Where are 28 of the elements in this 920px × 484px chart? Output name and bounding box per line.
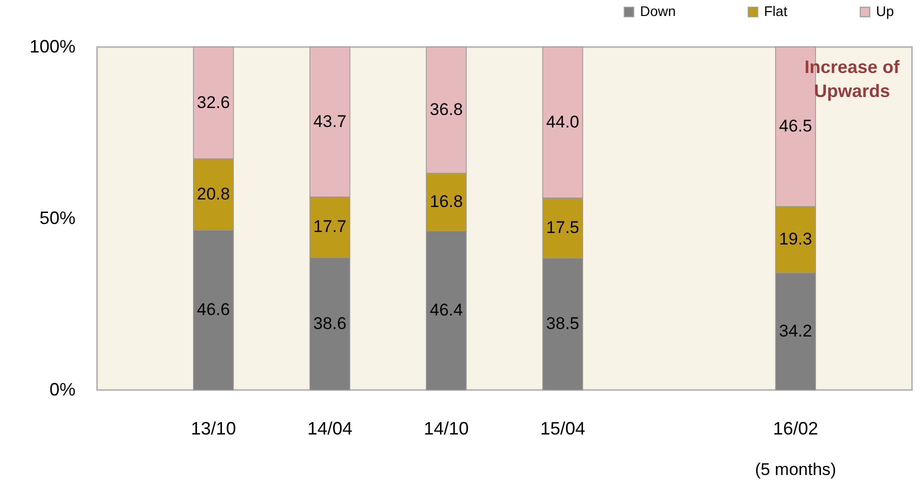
annotation: Increase of Upwards — [804, 57, 901, 101]
data-label: 38.6 — [313, 314, 346, 333]
x-tick-label: 16/02 — [773, 418, 818, 438]
legend-label: Down — [640, 3, 676, 19]
x-tick-label: 13/10 — [190, 418, 236, 438]
data-label: 46.4 — [430, 300, 463, 320]
data-label: 46.5 — [779, 116, 812, 136]
data-label: 20.8 — [196, 184, 230, 204]
data-label: 19.3 — [779, 230, 812, 249]
data-label: 36.8 — [430, 100, 463, 120]
x-tick-label: 14/04 — [307, 418, 352, 438]
legend-label: Up — [876, 3, 894, 19]
data-label: 44.0 — [546, 112, 580, 132]
data-label: 17.5 — [546, 218, 580, 237]
text: (5 months) — [754, 460, 836, 479]
y-tick-label: 100% — [29, 36, 76, 56]
data-label: 46.6 — [196, 300, 230, 320]
y-tick-label: 50% — [39, 208, 76, 228]
y-tick-label: 0% — [49, 380, 76, 400]
data-label: 17.7 — [313, 217, 346, 236]
data-label: 43.7 — [313, 112, 346, 131]
data-label: 38.5 — [546, 314, 580, 333]
x-tick-label: 15/04 — [540, 418, 586, 438]
data-label: 32.6 — [196, 92, 230, 112]
x-tick-label: 14/10 — [424, 418, 469, 438]
legend-label: Flat — [764, 3, 788, 19]
data-label: 34.2 — [779, 321, 812, 340]
data-label: 16.8 — [430, 192, 463, 212]
